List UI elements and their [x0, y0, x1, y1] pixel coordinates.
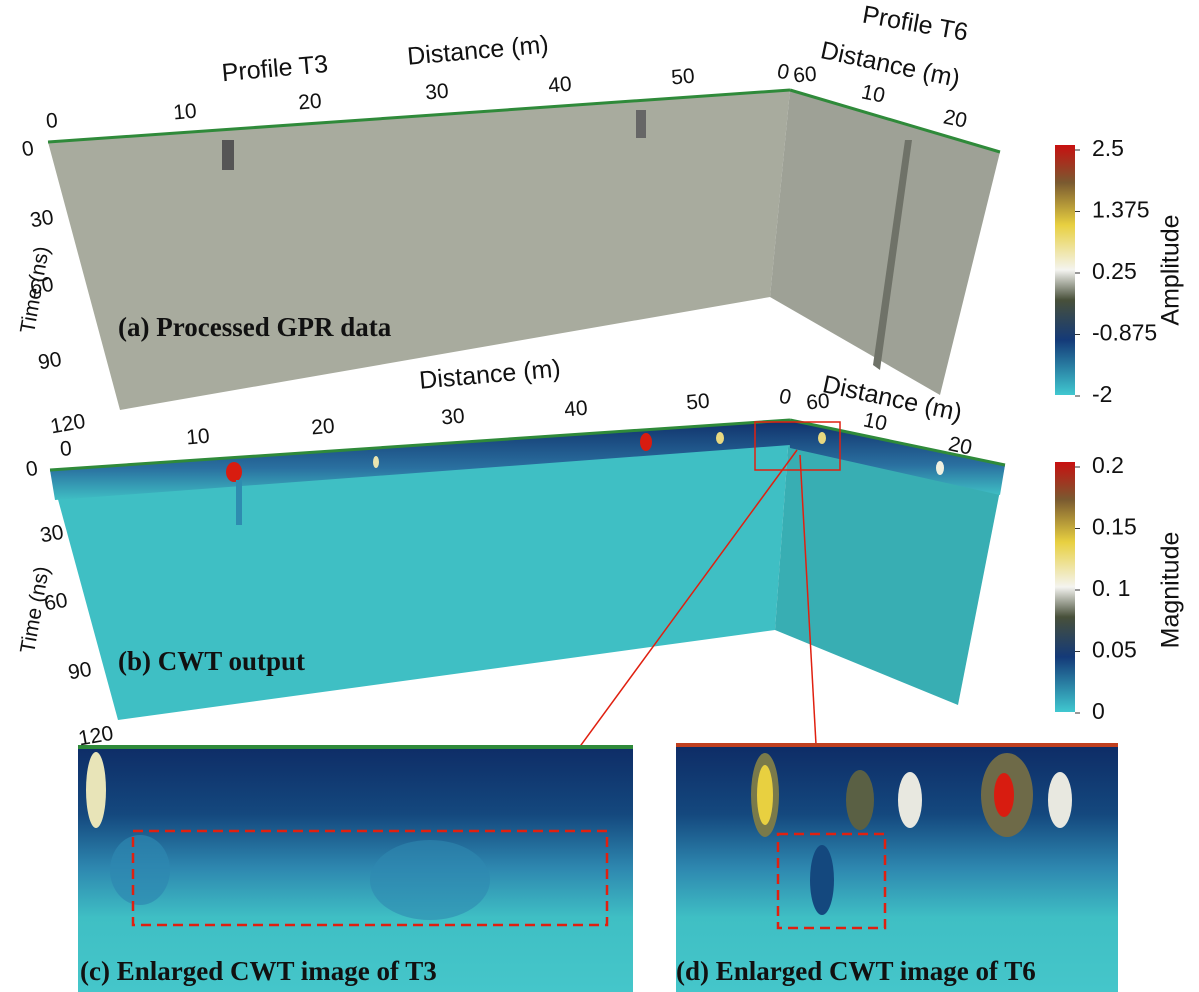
colorbar-tick-label: 0.2 — [1092, 452, 1124, 478]
colorbar-tick-label: 0. 1 — [1092, 575, 1130, 601]
colorbar-tick-label: -2 — [1092, 381, 1112, 407]
zoom-images — [78, 743, 1118, 992]
x-tick-label: 20 — [310, 415, 335, 440]
y-tick-label: 0 — [24, 457, 40, 482]
x-tick-label: 0 — [775, 60, 791, 85]
y-tick-label: 30 — [38, 521, 65, 548]
x-tick-label: 0 — [777, 385, 793, 410]
axis-label: Distance (m) — [406, 30, 550, 70]
profile-title: Profile T6 — [860, 1, 970, 47]
x-tick-label: 30 — [424, 80, 449, 105]
x-tick-label: 10 — [859, 80, 887, 107]
y-tick-label: 90 — [36, 348, 63, 375]
colorbar-amplitude — [1055, 145, 1075, 395]
caption: (d) Enlarged CWT image of T6 — [676, 956, 1036, 986]
x-tick-label: 0 — [59, 437, 73, 461]
axis-label: Distance (m) — [418, 354, 562, 394]
x-tick-label: 0 — [45, 109, 59, 133]
x-tick-label: 10 — [185, 425, 210, 450]
colorbar-label: Amplitude — [1157, 214, 1185, 325]
colorbar-tick-label: 0 — [1092, 698, 1105, 724]
colorbar-tick-label: -0.875 — [1092, 320, 1157, 346]
x-tick-label: 10 — [861, 408, 889, 435]
figure: Amplitude Magnitude Profile T3 Profile T… — [0, 0, 1199, 992]
colorbar-tick-label: 0.15 — [1092, 514, 1137, 540]
x-tick-label: 40 — [563, 397, 588, 422]
colorbar-tick-label: 0.25 — [1092, 258, 1137, 284]
x-tick-label: 40 — [547, 73, 572, 98]
x-tick-label: 20 — [941, 105, 969, 132]
caption: (c) Enlarged CWT image of T3 — [80, 956, 437, 986]
caption: (b) CWT output — [118, 646, 305, 676]
y-tick-label: 60 — [28, 273, 55, 300]
colorbar-tick-label: 2.5 — [1092, 135, 1124, 161]
x-tick-label: 60 — [792, 63, 817, 88]
y-tick-label: 120 — [49, 410, 88, 439]
colorbar-label: Magnitude — [1157, 532, 1185, 649]
x-tick-label: 30 — [440, 405, 465, 430]
profile-title: Profile T3 — [221, 50, 330, 87]
x-tick-label: 50 — [685, 390, 710, 415]
x-tick-label: 60 — [805, 390, 830, 415]
axis-label: Distance (m) — [818, 36, 962, 93]
x-tick-label: 20 — [946, 432, 974, 459]
colorbar-tick-label: 0.05 — [1092, 637, 1137, 663]
y-tick-label: 90 — [66, 658, 93, 685]
x-tick-label: 10 — [172, 100, 197, 125]
colorbar-magnitude — [1055, 462, 1075, 712]
y-tick-label: 60 — [42, 589, 69, 616]
colorbar-tick-label: 1.375 — [1092, 197, 1150, 223]
y-tick-label: 30 — [28, 206, 55, 233]
x-tick-label: 50 — [670, 65, 695, 90]
caption: (a) Processed GPR data — [118, 312, 392, 342]
x-tick-label: 20 — [297, 90, 322, 115]
y-tick-label: 0 — [20, 137, 36, 162]
